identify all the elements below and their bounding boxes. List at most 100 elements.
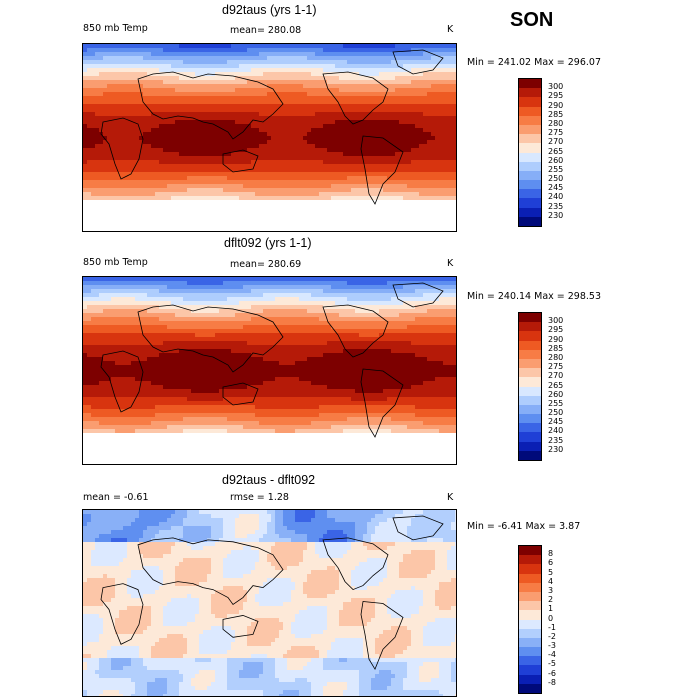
field-cell [279, 72, 283, 76]
field-cell [135, 128, 139, 132]
field-cell [379, 289, 383, 293]
field-cell [291, 60, 295, 64]
field-cell [315, 52, 319, 56]
field-cell [255, 56, 259, 60]
colorbar-cell [519, 161, 541, 171]
field-cell [327, 56, 331, 60]
field-cell [423, 132, 427, 136]
field-cell [419, 224, 423, 228]
field-cell [91, 176, 95, 180]
field-cell [455, 285, 456, 289]
field-cell [451, 208, 455, 212]
field-cell [447, 156, 451, 160]
field-cell [247, 176, 251, 180]
field-cell [99, 92, 103, 96]
field-cell [199, 120, 203, 124]
field-cell [95, 148, 99, 152]
field-cell [355, 168, 359, 172]
field-cell [187, 152, 191, 156]
field-cell [455, 80, 456, 84]
field-cell [183, 180, 187, 184]
field-cell [347, 56, 351, 60]
field-cell [183, 104, 187, 108]
field-cell [195, 124, 199, 128]
field-cell [435, 152, 439, 156]
field-cell [319, 200, 323, 204]
field-cell [147, 124, 151, 128]
field-cell [451, 172, 455, 176]
field-cell [455, 96, 456, 100]
field-cell [119, 124, 123, 128]
field-cell [235, 128, 239, 132]
field-cell [331, 76, 335, 80]
field-cell [147, 220, 151, 224]
field-cell [147, 132, 151, 136]
field-cell [171, 297, 175, 301]
field-cell [171, 64, 175, 68]
field-cell [127, 277, 131, 281]
field-cell [323, 204, 327, 208]
field-cell [255, 204, 259, 208]
field-cell [419, 156, 423, 160]
field-cell [139, 224, 143, 228]
field-cell [167, 104, 171, 108]
field-cell [99, 144, 103, 148]
field-cell [179, 92, 183, 96]
field-cell [187, 228, 191, 231]
field-cell [215, 120, 219, 124]
field-cell [331, 192, 335, 196]
field-cell [223, 277, 227, 281]
field-cell [203, 132, 207, 136]
field-cell [339, 164, 343, 168]
field-cell [195, 216, 199, 220]
field-cell [231, 200, 235, 204]
field-cell [127, 224, 131, 228]
field-cell [443, 136, 447, 140]
field-cell [159, 285, 163, 289]
field-cell [431, 224, 435, 228]
field-cell [439, 176, 443, 180]
field-cell [375, 144, 379, 148]
field-cell [219, 281, 223, 285]
field-cell [367, 116, 371, 120]
field-cell [211, 172, 215, 176]
field-cell [139, 84, 143, 88]
field-cell [327, 76, 331, 80]
field-cell [283, 200, 287, 204]
field-cell [335, 220, 339, 224]
field-cell [267, 216, 271, 220]
field-cell [131, 152, 135, 156]
field-cell [191, 140, 195, 144]
field-cell [335, 120, 339, 124]
field-cell [123, 156, 127, 160]
field-cell [447, 48, 451, 52]
field-cell [339, 204, 343, 208]
field-cell [319, 52, 323, 56]
field-cell [323, 132, 327, 136]
field-cell [223, 188, 227, 192]
field-cell [315, 68, 319, 72]
field-cell [223, 289, 227, 293]
field-cell [347, 285, 351, 289]
field-cell [367, 140, 371, 144]
field-cell [243, 64, 247, 68]
field-cell [403, 120, 407, 124]
field-cell [339, 60, 343, 64]
field-cell [363, 152, 367, 156]
field-cell [315, 76, 319, 80]
field-cell [159, 200, 163, 204]
field-cell [303, 112, 307, 116]
field-cell [427, 52, 431, 56]
field-cell [295, 128, 299, 132]
field-cell [275, 72, 279, 76]
field-cell [107, 168, 111, 172]
field-cell [203, 80, 207, 84]
field-cell [87, 220, 91, 224]
field-cell [231, 144, 235, 148]
field-cell [259, 224, 263, 228]
field-cell [415, 196, 419, 200]
field-cell [411, 212, 415, 216]
field-cell [139, 112, 143, 116]
field-cell [315, 84, 319, 88]
field-cell [447, 148, 451, 152]
